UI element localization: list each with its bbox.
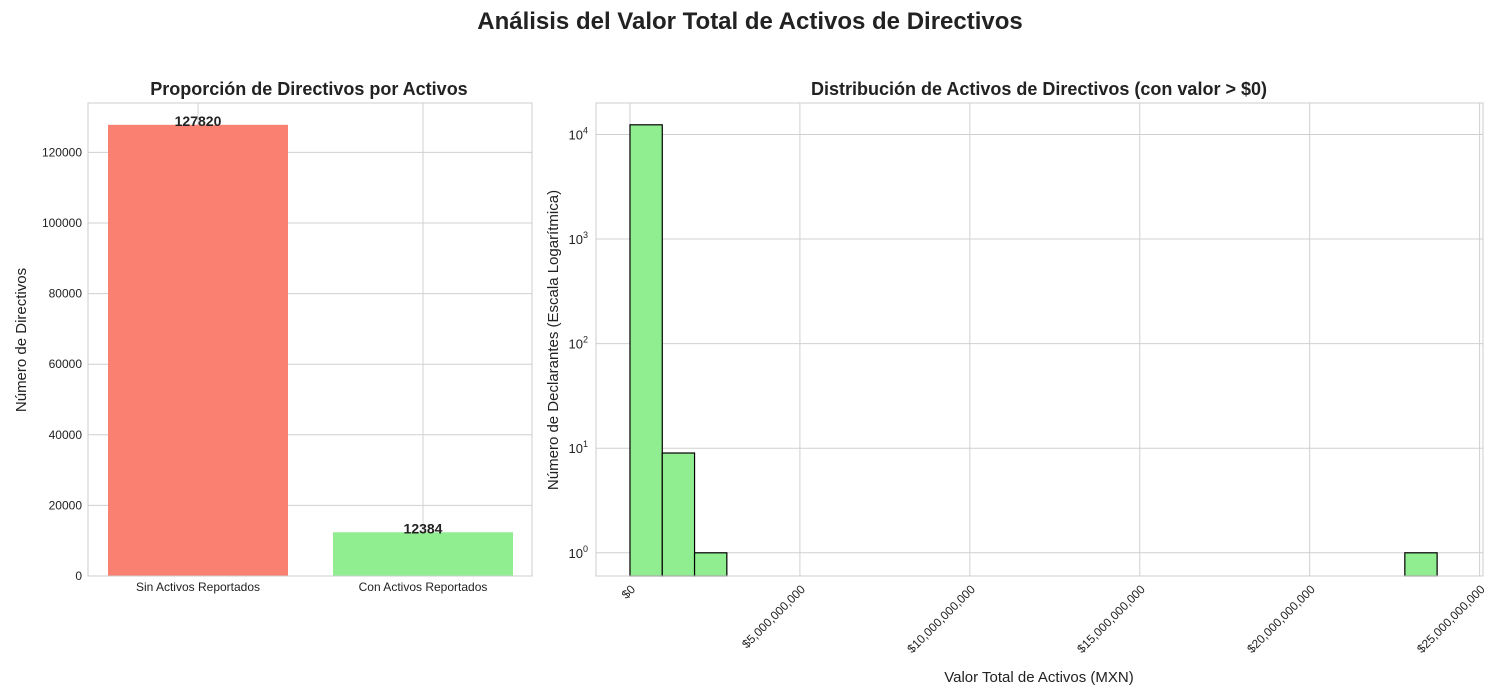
y-tick-label: 100 (569, 544, 588, 561)
right-plot-area: 100 101 102 103 104 $0 $5,000,000,000 $10,000,0… (569, 102, 1488, 656)
right-plot-background (596, 103, 1483, 576)
y-tick-label: 20000 (49, 498, 83, 512)
y-tick-label: 104 (569, 125, 588, 142)
x-tick-label: $0 (619, 582, 639, 602)
y-tick-label: 80000 (49, 287, 83, 301)
right-chart-xlabel: Valor Total de Activos (MXN) (944, 669, 1134, 686)
left-chart-ylabel: Número de Directivos (13, 268, 30, 412)
left-chart-title: Proporción de Directivos por Activos (150, 79, 467, 99)
histogram-bin (693, 552, 728, 577)
x-tick-label: Con Activos Reportados (359, 580, 488, 594)
x-tick-label: $15,000,000,000 (1074, 582, 1148, 656)
left-plot-area: 127820 Sin Activos Reportados 12384 Con Act… (42, 102, 533, 594)
x-tick-label: $10,000,000,000 (904, 582, 978, 656)
x-tick-label: $20,000,000,000 (1244, 582, 1318, 656)
y-tick-label: 100000 (42, 216, 82, 230)
histogram-bin (629, 124, 663, 577)
y-tick-label: 40000 (49, 428, 83, 442)
x-tick-label: $25,000,000,000 (1414, 582, 1488, 656)
histogram-bin (661, 452, 696, 577)
x-tick-label: $5,000,000,000 (739, 582, 808, 651)
y-tick-label: 60000 (49, 357, 83, 371)
y-tick-label: 120000 (42, 145, 82, 159)
bar (333, 532, 513, 576)
histogram-bin (1404, 552, 1438, 577)
y-tick-label: 0 (75, 569, 82, 583)
right-chart-ylabel: Número de Declarantes (Escala Logarítmic… (545, 190, 562, 490)
left-plot-frame (87, 102, 533, 577)
bar-data-label: 12384 (404, 520, 443, 536)
y-tick-label: 102 (569, 335, 588, 352)
bar (108, 124, 288, 576)
right-chart-title: Distribución de Activos de Directivos (c… (811, 79, 1267, 99)
right-plot-frame (595, 102, 1484, 577)
figure-title: Análisis del Valor Total de Activos de D… (477, 8, 1023, 35)
bar-data-label: 127820 (175, 113, 222, 129)
y-tick-label: 101 (569, 439, 588, 456)
y-tick-label: 103 (569, 230, 588, 247)
x-tick-label: Sin Activos Reportados (136, 580, 260, 594)
